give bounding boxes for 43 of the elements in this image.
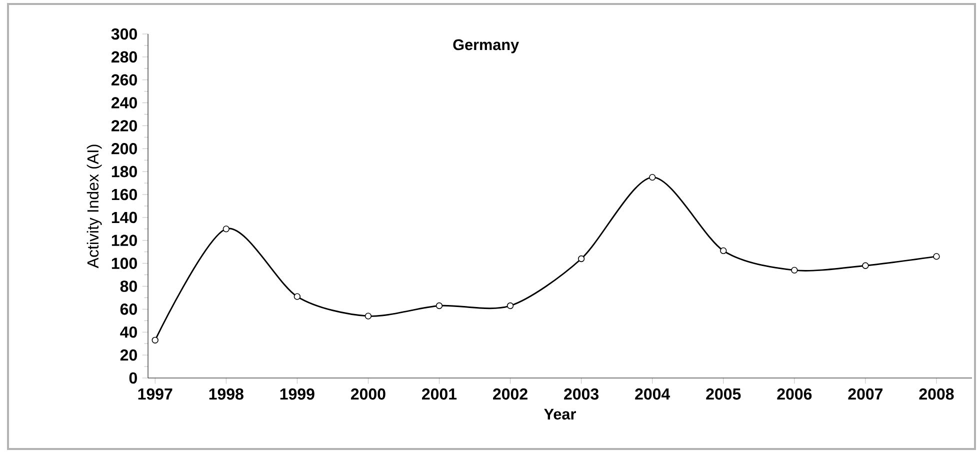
point [294, 293, 301, 300]
y-tick-label: 280 [112, 51, 137, 63]
x-tick-label: 2004 [635, 388, 670, 400]
y-tick-label: 240 [112, 97, 137, 108]
x-axis-title: Year [544, 408, 576, 420]
y-tick-label: 160 [112, 188, 137, 200]
point [862, 262, 869, 269]
x-tick-label: 2003 [564, 388, 599, 400]
point [791, 266, 798, 274]
x-tick-label: 2001 [422, 388, 457, 400]
y-tick-label: 140 [112, 212, 137, 224]
y-tick-label: 120 [112, 234, 137, 246]
point [649, 174, 656, 181]
point [436, 302, 443, 310]
point [364, 312, 372, 320]
point [720, 247, 727, 254]
x-tick-label: 1998 [209, 388, 244, 400]
x-tick-label: 2002 [493, 388, 528, 400]
point [152, 336, 158, 344]
point [578, 255, 585, 262]
point [506, 302, 514, 310]
x-tick-label: 1997 [138, 388, 172, 400]
point [933, 253, 940, 260]
y-tick-label: 200 [112, 143, 137, 154]
y-tick-label: 60 [120, 304, 137, 315]
y-tick-label: 20 [120, 349, 137, 361]
chart-title: Germany [453, 39, 519, 54]
x-tick-label: 2000 [350, 388, 386, 400]
x-tick-label: 2005 [706, 388, 741, 400]
y-tick-label: 0 [129, 372, 137, 384]
point [222, 226, 230, 232]
y-tick-label: 80 [120, 280, 137, 292]
x-tick-label: 1999 [280, 388, 314, 400]
y-tick-label: 180 [112, 166, 137, 178]
y-tick-label: 300 [111, 28, 137, 40]
x-tick-label: 2006 [777, 388, 812, 400]
y-tick-label: 40 [120, 326, 137, 338]
y-axis-title: Activity Index (AI) [86, 144, 102, 268]
y-tick-label: 220 [112, 120, 137, 132]
x-tick-label: 2008 [919, 388, 954, 400]
x-tick-label: 2007 [848, 388, 883, 400]
y-tick-label: 100 [112, 258, 137, 269]
y-tick-label: 260 [112, 74, 137, 86]
